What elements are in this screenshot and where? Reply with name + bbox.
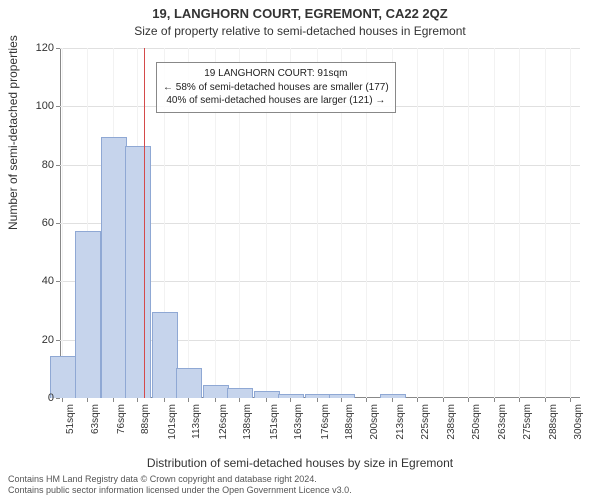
gridline-v — [494, 48, 495, 398]
y-axis-label: Number of semi-detached properties — [6, 35, 20, 230]
gridline-v — [468, 48, 469, 398]
xtick-label: 138sqm — [242, 404, 253, 440]
ytick-label: 120 — [0, 42, 54, 54]
xtick-mark — [239, 398, 240, 402]
xtick-label: 63sqm — [90, 404, 101, 434]
xtick-label: 213sqm — [395, 404, 406, 440]
histogram-bar — [101, 137, 127, 398]
x-axis-label: Distribution of semi-detached houses by … — [0, 456, 600, 470]
xtick-mark — [137, 398, 138, 402]
xtick-mark — [341, 398, 342, 402]
ytick-label: 40 — [0, 275, 54, 287]
histogram-bar — [254, 391, 280, 398]
chart-title: 19, LANGHORN COURT, EGREMONT, CA22 2QZ — [0, 6, 600, 21]
xtick-mark — [366, 398, 367, 402]
xtick-mark — [87, 398, 88, 402]
histogram-bar — [176, 368, 202, 398]
gridline-v — [62, 48, 63, 398]
xtick-label: 288sqm — [548, 404, 559, 440]
property-marker-line — [144, 48, 145, 398]
xtick-mark — [494, 398, 495, 402]
ytick-mark — [56, 398, 60, 399]
ytick-mark — [56, 165, 60, 166]
xtick-label: 200sqm — [369, 404, 380, 440]
ytick-label: 20 — [0, 334, 54, 346]
annotation-line: ← 58% of semi-detached houses are smalle… — [163, 81, 389, 95]
gridline-v — [443, 48, 444, 398]
gridline-v — [417, 48, 418, 398]
xtick-mark — [417, 398, 418, 402]
footer-attribution: Contains HM Land Registry data © Crown c… — [8, 474, 352, 497]
xtick-mark — [317, 398, 318, 402]
xtick-label: 238sqm — [446, 404, 457, 440]
gridline-v — [545, 48, 546, 398]
xtick-label: 250sqm — [471, 404, 482, 440]
histogram-bar — [380, 394, 406, 398]
gridline-v — [519, 48, 520, 398]
xtick-mark — [545, 398, 546, 402]
xtick-label: 176sqm — [320, 404, 331, 440]
histogram-bar — [329, 394, 355, 398]
xtick-mark — [290, 398, 291, 402]
chart-subtitle: Size of property relative to semi-detach… — [0, 24, 600, 38]
xtick-mark — [443, 398, 444, 402]
histogram-bar — [75, 231, 101, 398]
ytick-mark — [56, 48, 60, 49]
histogram-bar — [203, 385, 229, 398]
xtick-label: 300sqm — [573, 404, 584, 440]
xtick-mark — [215, 398, 216, 402]
annotation-line: 40% of semi-detached houses are larger (… — [163, 94, 389, 108]
histogram-bar — [152, 312, 178, 398]
histogram-bar — [305, 394, 331, 398]
xtick-mark — [468, 398, 469, 402]
ytick-mark — [56, 106, 60, 107]
xtick-label: 113sqm — [191, 404, 202, 439]
xtick-label: 51sqm — [65, 404, 76, 434]
xtick-label: 225sqm — [420, 404, 431, 440]
xtick-label: 126sqm — [218, 404, 229, 440]
plot-area: 51sqm63sqm76sqm88sqm101sqm113sqm126sqm13… — [60, 48, 580, 398]
annotation-box: 19 LANGHORN COURT: 91sqm← 58% of semi-de… — [156, 62, 396, 113]
xtick-label: 275sqm — [522, 404, 533, 440]
ytick-label: 80 — [0, 159, 54, 171]
ytick-mark — [56, 281, 60, 282]
xtick-label: 263sqm — [497, 404, 508, 440]
ytick-label: 60 — [0, 217, 54, 229]
xtick-label: 188sqm — [344, 404, 355, 440]
ytick-label: 0 — [0, 392, 54, 404]
footer-line-1: Contains HM Land Registry data © Crown c… — [8, 474, 352, 485]
histogram-bar — [125, 146, 151, 398]
xtick-mark — [570, 398, 571, 402]
xtick-mark — [188, 398, 189, 402]
ytick-mark — [56, 223, 60, 224]
xtick-mark — [164, 398, 165, 402]
annotation-line: 19 LANGHORN COURT: 91sqm — [163, 67, 389, 81]
histogram-bar — [227, 388, 253, 398]
xtick-mark — [62, 398, 63, 402]
xtick-label: 101sqm — [167, 404, 178, 440]
ytick-label: 100 — [0, 100, 54, 112]
xtick-mark — [113, 398, 114, 402]
gridline-v — [570, 48, 571, 398]
xtick-mark — [519, 398, 520, 402]
xtick-label: 151sqm — [269, 404, 280, 440]
xtick-label: 76sqm — [116, 404, 127, 434]
ytick-mark — [56, 340, 60, 341]
xtick-mark — [392, 398, 393, 402]
xtick-label: 88sqm — [140, 404, 151, 434]
chart-container: 19, LANGHORN COURT, EGREMONT, CA22 2QZ S… — [0, 0, 600, 500]
histogram-bar — [278, 394, 304, 398]
xtick-label: 163sqm — [293, 404, 304, 440]
xtick-mark — [266, 398, 267, 402]
footer-line-2: Contains public sector information licen… — [8, 485, 352, 496]
